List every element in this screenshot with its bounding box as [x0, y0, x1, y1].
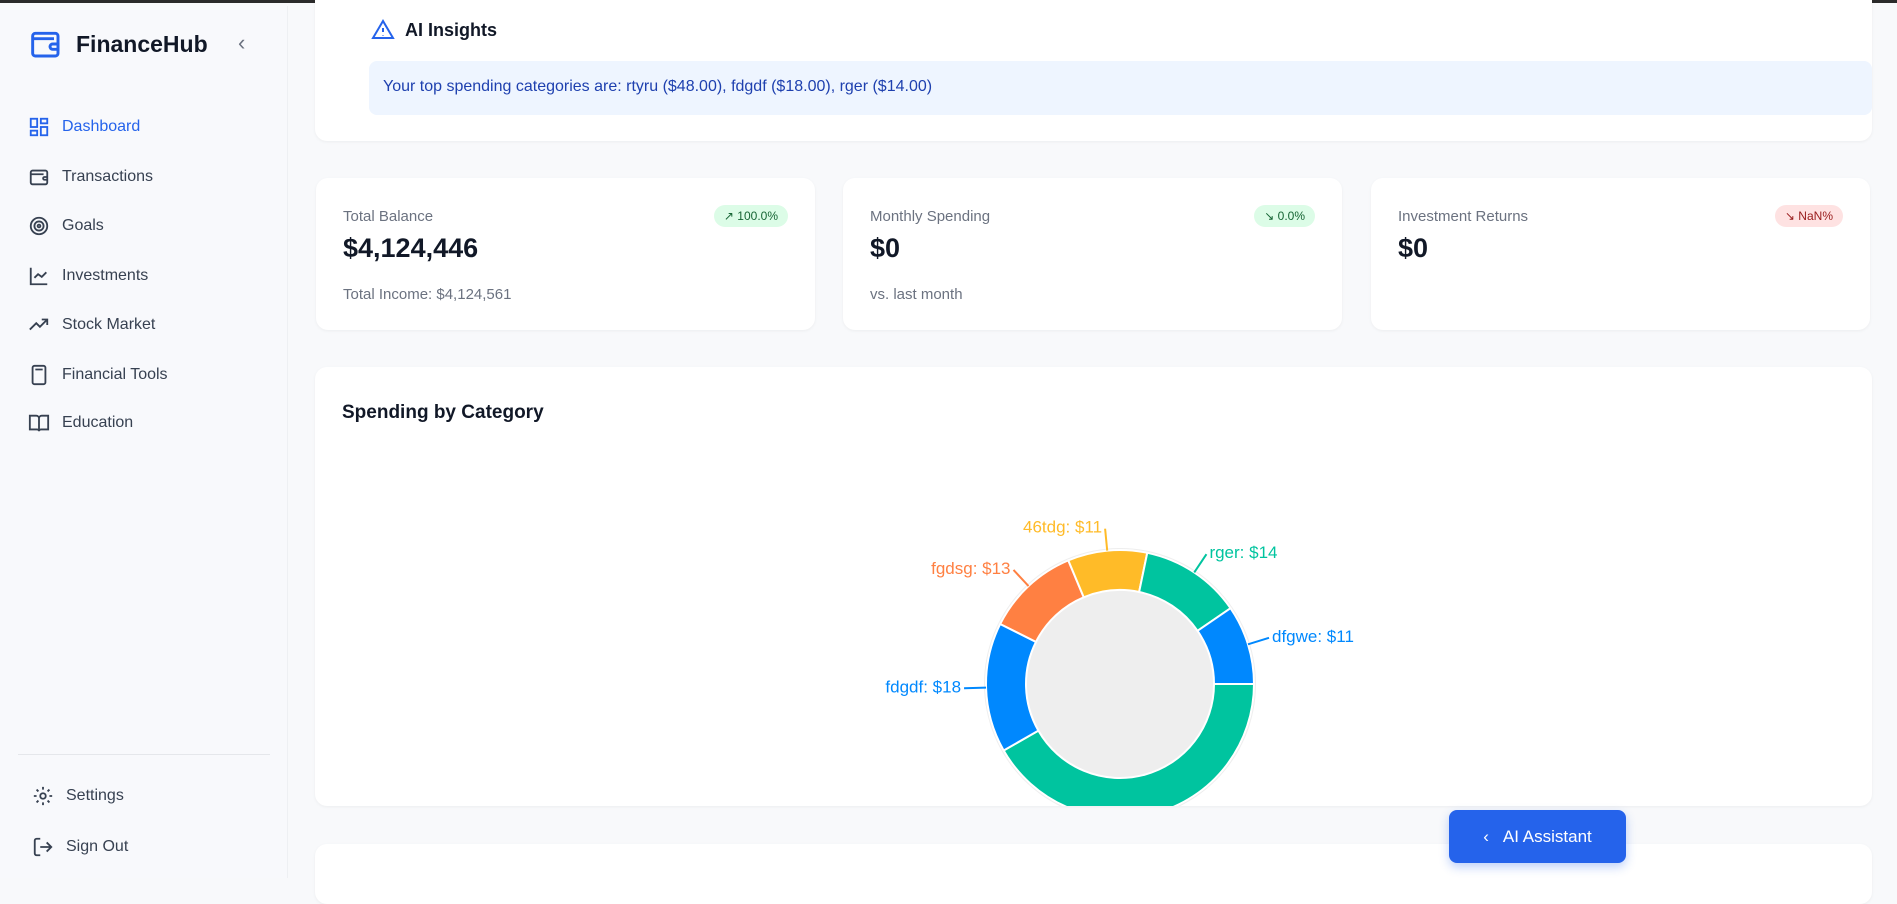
stat-card: Total Balance ↗ 100.0% $4,124,446 Total Inc…: [316, 178, 815, 330]
slice-label: dfgwe: $11: [1272, 627, 1354, 646]
wallet-logo-icon: [31, 31, 60, 58]
sidebar-item-label: Settings: [66, 787, 124, 804]
sidebar-item-dashboard[interactable]: Dashboard: [28, 116, 140, 138]
donut-slice-rtyru[interactable]: [1002, 683, 1256, 806]
ai-insights-card: AI Insights Your top spending categories…: [315, 0, 1872, 141]
label-line: [1247, 636, 1270, 646]
dashboard-icon: [29, 117, 49, 137]
ai-insights-title: AI Insights: [405, 19, 498, 40]
sidebar-item-sign-out[interactable]: Sign Out: [32, 836, 128, 858]
stat-value: $0: [870, 233, 901, 263]
label-line: [1193, 553, 1208, 574]
sidebar-item-label: Investments: [62, 267, 149, 284]
donut-slice-46tdg[interactable]: [1066, 549, 1149, 599]
slice-label: fdgdf: $18: [885, 677, 961, 696]
label-line: [964, 686, 987, 690]
stat-subtext: Total Income: $4,124,561: [343, 286, 512, 303]
calculator-icon: [31, 364, 47, 386]
sidebar-item-label: Dashboard: [62, 118, 141, 135]
change-badge: ↗ 100.0%: [713, 205, 788, 227]
stat-label: Total Balance: [343, 208, 434, 225]
target-icon: [29, 216, 49, 236]
sidebar: FinanceHub ‹ Dashboard Transactions Goals I…: [0, 6, 288, 878]
label-line: [1012, 569, 1030, 587]
sidebar-item-label: Transactions: [62, 168, 153, 185]
line-chart-icon: [29, 267, 48, 286]
warning-icon: [371, 19, 395, 39]
trending-up-icon: [29, 318, 49, 331]
chart-title: Spending by Category: [342, 402, 544, 423]
sign-out-icon: [33, 837, 53, 857]
donut-slice-dfgwe[interactable]: [1196, 606, 1256, 685]
sidebar-item-label: Financial Tools: [62, 366, 168, 383]
sidebar-item-stock-market[interactable]: Stock Market: [28, 314, 155, 336]
next-card: [315, 844, 1872, 904]
sidebar-item-label: Goals: [62, 217, 104, 234]
gear-icon: [33, 786, 53, 806]
sidebar-item-investments[interactable]: Investments: [28, 265, 148, 287]
stat-label: Monthly Spending: [870, 208, 991, 225]
ai-assistant-label: AI Assistant: [1502, 826, 1592, 846]
book-icon: [28, 414, 50, 432]
chevron-left-icon: ‹: [1483, 826, 1489, 846]
change-badge: ↘ 0.0%: [1254, 205, 1315, 227]
sidebar-item-label: Sign Out: [66, 838, 129, 855]
sidebar-item-label: Education: [62, 414, 134, 431]
label-line: [1104, 528, 1109, 551]
stat-card: Investment Returns ↘ NaN% $0: [1371, 178, 1870, 330]
sidebar-item-transactions[interactable]: Transactions: [28, 166, 153, 188]
divider: [18, 754, 270, 755]
slice-label: rger: $14: [1209, 543, 1277, 562]
spending-chart-card: Spending by Category rtyru: $48fdgdf: $1…: [315, 367, 1872, 806]
sidebar-item-label: Stock Market: [62, 316, 156, 333]
slice-label: fgdsg: $13: [931, 559, 1010, 578]
main-content: AI Insights Your top spending categories…: [288, 0, 1897, 904]
stat-card: Monthly Spending ↘ 0.0% $0 vs. last month: [843, 178, 1342, 330]
collapse-sidebar-button[interactable]: ‹: [238, 30, 246, 55]
wallet-icon: [29, 169, 49, 186]
sidebar-item-settings[interactable]: Settings: [32, 785, 124, 807]
ai-insight-message: Your top spending categories are: rtyru …: [369, 61, 1872, 115]
ai-assistant-button[interactable]: ‹ AI Assistant: [1449, 810, 1626, 863]
sidebar-item-education[interactable]: Education: [28, 412, 133, 434]
stat-value: $4,124,446: [343, 233, 479, 263]
sidebar-item-goals[interactable]: Goals: [28, 215, 104, 237]
slice-label: 46tdg: $11: [1023, 518, 1102, 537]
change-badge: ↘ NaN%: [1774, 205, 1843, 227]
logo: FinanceHub: [30, 28, 208, 60]
stat-value: $0: [1398, 233, 1429, 263]
stat-label: Investment Returns: [1398, 208, 1529, 225]
stat-subtext: vs. last month: [870, 286, 963, 303]
app-name: FinanceHub: [76, 30, 208, 57]
sidebar-item-financial-tools[interactable]: Financial Tools: [28, 364, 168, 386]
